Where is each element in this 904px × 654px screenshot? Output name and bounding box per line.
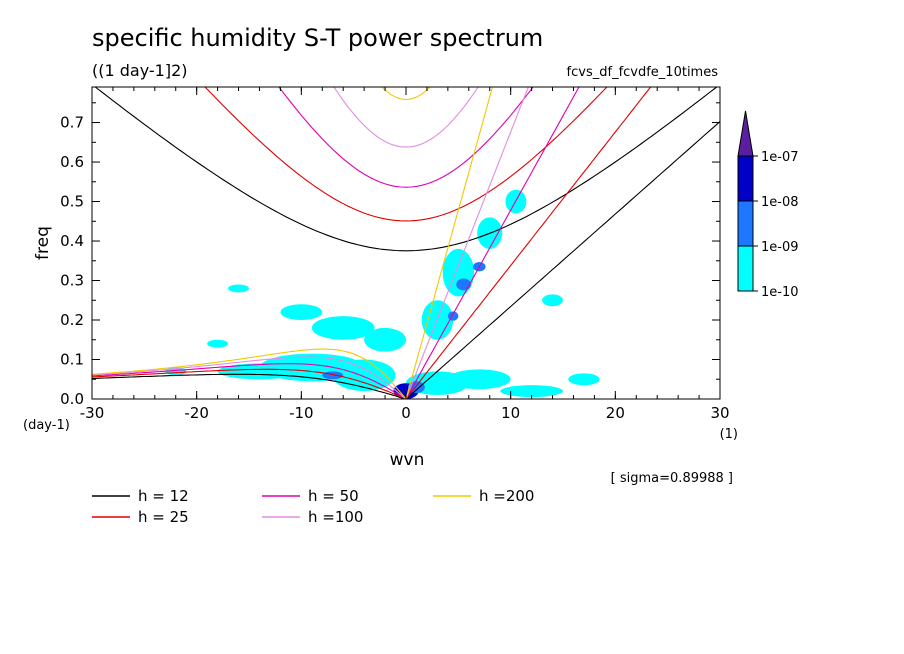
power-region-10 (442, 248, 475, 297)
gravity-curve-h100 (333, 87, 479, 148)
rossby-curve-h25 (92, 368, 407, 399)
kelvin-curve-h100 (405, 87, 529, 399)
x-unit-label: (1) (720, 427, 738, 442)
colorbar-label-1: 1e-09 (761, 240, 799, 255)
sigma-note: [ sigma=0.89988 ] (611, 471, 733, 486)
run-label: fcvs_df_fcvdfe_10times (567, 65, 719, 80)
kelvin-curve-h200 (405, 87, 494, 399)
power-region-2 (332, 359, 396, 392)
colorbar-label-2: 1e-08 (761, 195, 799, 210)
colorbar-segment-1 (737, 200, 754, 247)
rossby-curve-h50 (92, 363, 407, 399)
colorbar-label-0: 1e-10 (761, 285, 799, 300)
gravity-curve-h25 (204, 87, 608, 222)
colorbar: 1e-10 1e-09 1e-08 1e-07 (737, 110, 799, 300)
legend-label-4: h =200 (479, 487, 534, 505)
power-region-22 (542, 294, 563, 307)
legend-label-3: h =100 (308, 508, 363, 526)
power-region-15 (456, 278, 471, 291)
kelvin-curve-h25 (405, 87, 652, 399)
y-tick-label-7: 0.7 (60, 114, 84, 132)
chart-title: specific humidity S-T power spectrum (92, 24, 543, 52)
rossby-curve-h100 (92, 356, 407, 399)
y-tick-label-5: 0.5 (60, 193, 84, 211)
x-tick-label-6: 30 (710, 404, 729, 422)
power-region-21 (228, 284, 250, 293)
y-tick-label-3: 0.3 (60, 272, 84, 290)
y-axis-label: freq (33, 226, 53, 260)
power-region-1 (217, 363, 302, 380)
chart-subtitle: ((1 day-1]2) (92, 61, 188, 80)
power-region-20 (207, 339, 229, 348)
gravity-curve-h50 (278, 87, 534, 188)
y-tick-label-1: 0.1 (60, 351, 84, 369)
plot-area (92, 87, 720, 399)
power-region-6 (311, 316, 375, 340)
legend-label-1: h = 25 (138, 508, 189, 526)
power-region-17 (447, 311, 459, 321)
power-region-23 (568, 373, 600, 386)
power-region-8 (280, 304, 323, 321)
y-unit-label: (day-1) (23, 418, 70, 433)
kelvin-curve-h12 (405, 121, 720, 399)
x-tick-label-4: 10 (501, 404, 520, 422)
y-tick-label-0: 0.0 (60, 390, 84, 408)
y-tick-label-4: 0.4 (60, 232, 84, 250)
dispersion-legend: h = 12 h = 25 h = 50 h =100 h =200 (92, 487, 534, 526)
colorbar-label-3: 1e-07 (761, 150, 799, 165)
legend-label-0: h = 12 (138, 487, 189, 505)
x-tick-label-5: 20 (606, 404, 625, 422)
x-tick-label-3: 0 (401, 404, 411, 422)
gravity-curve-h200 (381, 87, 431, 101)
gravity-curve-h12 (94, 87, 718, 252)
power-region-7 (364, 327, 407, 352)
power-region-5 (500, 385, 563, 398)
rossby-curve-h12 (92, 373, 407, 399)
legend-label-2: h = 50 (308, 487, 359, 505)
plot-frame (91, 86, 721, 400)
power-region-4 (447, 369, 511, 390)
x-tick-label-1: -20 (184, 404, 209, 422)
colorbar-top-arrow (737, 110, 754, 157)
kelvin-curve-h50 (405, 87, 580, 399)
x-tick-label-0: -30 (80, 404, 105, 422)
y-tick-label-6: 0.6 (60, 153, 84, 171)
colorbar-segment-2 (737, 155, 754, 202)
rossby-curve-h200 (92, 348, 407, 399)
power-region-18 (322, 371, 344, 380)
colorbar-segment-0 (737, 245, 754, 292)
x-axis-label: wvn (390, 450, 425, 470)
x-tick-label-2: -10 (289, 404, 314, 422)
y-tick-label-2: 0.2 (60, 311, 84, 329)
